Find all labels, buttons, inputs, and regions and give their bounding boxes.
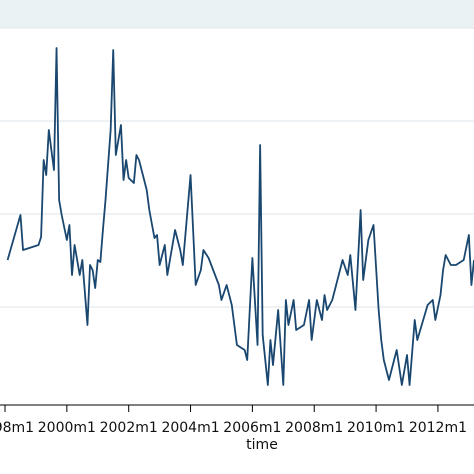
x-tick-label: 2010m1 — [347, 420, 405, 436]
top-band — [0, 0, 474, 28]
x-tick-label: 2002m1 — [100, 420, 158, 436]
x-tick-label: 2008m1 — [285, 420, 343, 436]
x-tick-label: 2012m1 — [409, 420, 467, 436]
x-tick-label: 2006m1 — [223, 420, 281, 436]
x-axis-title: time — [246, 437, 278, 453]
x-tick-label: 1998m1 — [0, 420, 34, 436]
x-tick-label: 2004m1 — [161, 420, 219, 436]
series-line — [6, 47, 474, 386]
x-tick-label: 2000m1 — [38, 420, 96, 436]
